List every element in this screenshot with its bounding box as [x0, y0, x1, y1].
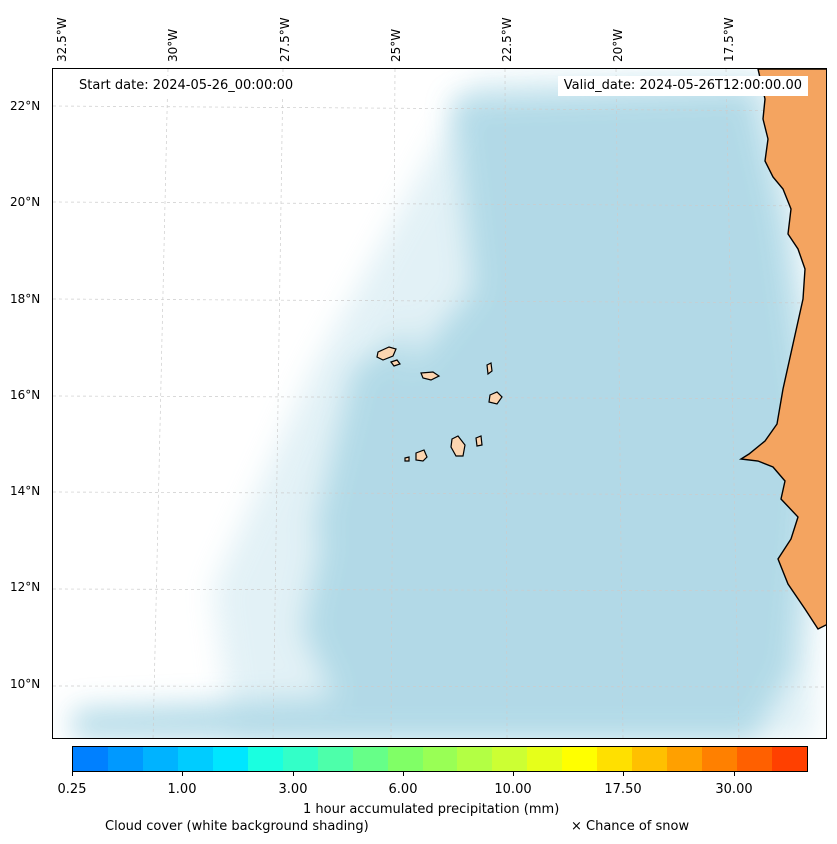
colorbar-segment — [492, 747, 528, 771]
colorbar-tickmark — [734, 772, 735, 776]
cape-verde-islands — [376, 346, 503, 462]
colorbar-tickmark — [623, 772, 624, 776]
colorbar-tickmark — [513, 772, 514, 776]
colorbar-segment — [387, 747, 423, 771]
latitude-label: 14°N — [10, 484, 41, 498]
longitude-label: 32.5°W — [55, 17, 69, 62]
colorbar-segment — [737, 747, 773, 771]
colorbar-tick-label: 0.25 — [57, 782, 87, 797]
latitude-label: 16°N — [10, 388, 41, 402]
colorbar-segment — [527, 747, 563, 771]
longitude-label: 27.5°W — [278, 17, 292, 62]
colorbar-tickmark — [293, 772, 294, 776]
cloud-cover-legend: Cloud cover (white background shading) — [105, 819, 369, 834]
snow-legend: × Chance of snow — [571, 819, 690, 834]
colorbar-segment — [422, 747, 458, 771]
colorbar-tickmark — [403, 772, 404, 776]
colorbar-tick-label: 30.00 — [715, 782, 753, 797]
colorbar-segment — [772, 747, 808, 771]
colorbar-tickmark — [182, 772, 183, 776]
colorbar-segment — [597, 747, 633, 771]
longitude-label: 22.5°W — [500, 17, 514, 62]
precipitation-colorbar — [72, 746, 808, 772]
latitude-label: 12°N — [10, 580, 41, 594]
longitude-label: 17.5°W — [722, 17, 736, 62]
colorbar-segment — [632, 747, 668, 771]
colorbar-segment — [457, 747, 493, 771]
map-canvas — [53, 69, 826, 738]
longitude-label: 20°W — [611, 28, 625, 62]
colorbar-tick-label: 3.00 — [278, 782, 308, 797]
colorbar-segment — [247, 747, 283, 771]
colorbar-tick-label: 10.00 — [494, 782, 532, 797]
colorbar-segment — [73, 747, 108, 771]
map-panel — [52, 68, 827, 739]
longitude-label: 30°W — [166, 28, 180, 62]
colorbar-tick-label: 6.00 — [388, 782, 418, 797]
latitude-label: 22°N — [10, 99, 41, 113]
colorbar-segment — [667, 747, 703, 771]
latitude-label: 10°N — [10, 677, 41, 691]
colorbar-segment — [562, 747, 598, 771]
longitude-label: 25°W — [389, 28, 403, 62]
colorbar-tickmark — [72, 772, 73, 776]
colorbar-label: 1 hour accumulated precipitation (mm) — [303, 802, 560, 817]
colorbar-segment — [282, 747, 318, 771]
start-date-label: Start date: 2024-05-26_00:00:00 — [73, 76, 300, 96]
colorbar-segment — [212, 747, 248, 771]
latitude-label: 18°N — [10, 292, 41, 306]
colorbar-segment — [177, 747, 213, 771]
latitude-label: 20°N — [10, 195, 41, 209]
valid-date-label: Valid_date: 2024-05-26T12:00:00.00 — [557, 76, 808, 96]
west-africa-landmass — [738, 69, 826, 630]
graticule — [53, 69, 826, 738]
colorbar-segment — [702, 747, 738, 771]
cloud-cover-light — [213, 69, 823, 738]
colorbar-segment — [142, 747, 178, 771]
colorbar-segment — [107, 747, 143, 771]
colorbar-tick-label: 17.50 — [604, 782, 642, 797]
colorbar-tick-label: 1.00 — [167, 782, 197, 797]
colorbar-segment — [317, 747, 353, 771]
colorbar-segment — [352, 747, 388, 771]
